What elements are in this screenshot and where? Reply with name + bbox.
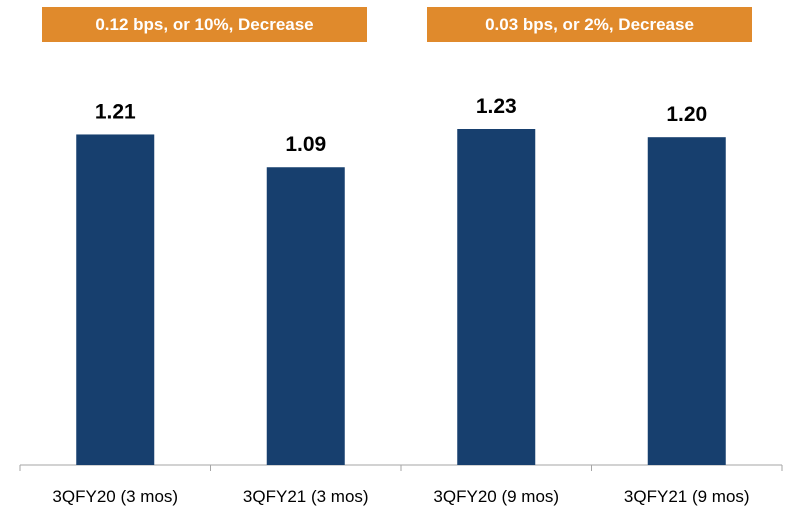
value-label-3: 1.23: [476, 95, 517, 118]
value-label-4: 1.20: [666, 103, 707, 126]
right-comparison-banner: 0.03 bps, or 2%, Decrease: [427, 7, 752, 42]
category-label-2: 3QFY21 (3 mos): [243, 487, 369, 506]
bar-3: [457, 129, 536, 465]
left-comparison-banner: 0.12 bps, or 10%, Decrease: [42, 7, 367, 42]
category-label-3: 3QFY20 (9 mos): [433, 487, 559, 506]
category-label-4: 3QFY21 (9 mos): [624, 487, 750, 506]
bar-4: [647, 137, 726, 465]
category-label-1: 3QFY20 (3 mos): [52, 487, 178, 506]
value-label-1: 1.21: [95, 100, 136, 123]
bar-1: [76, 134, 155, 465]
value-label-2: 1.09: [285, 133, 326, 156]
bar-2: [266, 167, 345, 465]
